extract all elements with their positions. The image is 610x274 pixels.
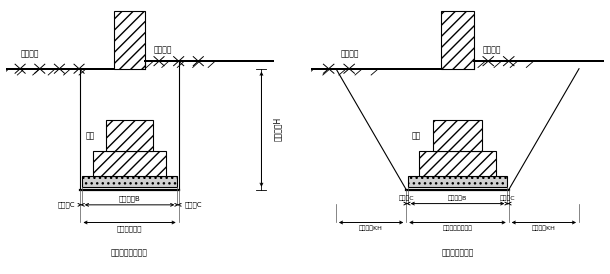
Text: 工作面C: 工作面C (399, 195, 415, 201)
Text: 室内地坪: 室内地坪 (483, 46, 501, 55)
Text: 室内地坪: 室内地坪 (154, 46, 172, 55)
Text: 室外地坪: 室外地坪 (340, 50, 359, 59)
Text: 基础宽度B: 基础宽度B (119, 195, 140, 202)
Bar (114, 11, 145, 69)
Bar (106, 120, 154, 151)
Text: 工作面C: 工作面C (500, 195, 516, 201)
Text: 基础: 基础 (412, 131, 421, 140)
Bar (420, 151, 495, 176)
Text: 开挖深度H: 开挖深度H (273, 117, 282, 141)
Bar (442, 11, 473, 69)
Bar (82, 176, 178, 187)
Bar (407, 176, 508, 187)
Text: 放坡宽度KH: 放坡宽度KH (532, 226, 556, 231)
Text: 不放坡的基槽断面: 不放坡的基槽断面 (111, 249, 148, 258)
Text: 基础宽度B: 基础宽度B (448, 195, 467, 201)
Text: 工作面C: 工作面C (184, 202, 202, 208)
Text: 基础: 基础 (85, 131, 95, 140)
Bar (93, 151, 166, 176)
Text: 基槽开挖宽度: 基槽开挖宽度 (117, 226, 142, 232)
Bar (432, 120, 483, 151)
Text: 放坡的基槽断面: 放坡的基槽断面 (441, 249, 474, 258)
Text: 室外地坪: 室外地坪 (20, 50, 38, 59)
Text: 工作面C: 工作面C (57, 202, 75, 208)
Text: 基槽基底开挖宽度: 基槽基底开挖宽度 (442, 226, 473, 231)
Text: 放坡宽度KH: 放坡宽度KH (359, 226, 383, 231)
